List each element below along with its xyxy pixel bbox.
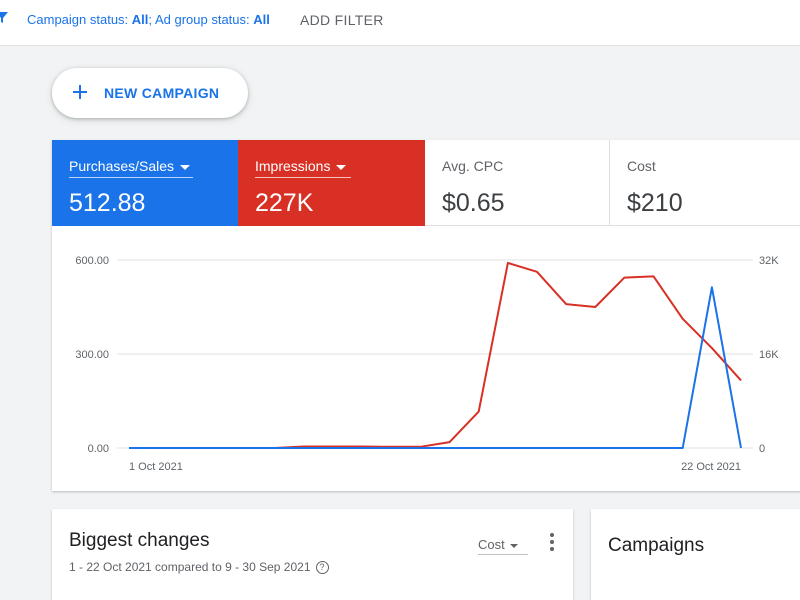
campaign-status-value: All	[131, 12, 149, 27]
filter-icon[interactable]	[0, 11, 8, 23]
scorecard-purchases-value: 512.88	[69, 189, 146, 217]
y-right-tick-label: 0	[759, 443, 765, 455]
campaigns-panel: Campaigns	[591, 509, 800, 600]
new-campaign-button[interactable]: NEW CAMPAIGN	[52, 68, 248, 118]
dropdown-caret-icon	[336, 164, 347, 170]
scorecard-impressions-metric-select[interactable]: Impressions	[255, 158, 347, 174]
scorecard-underline	[255, 177, 351, 178]
scorecard-impressions-value: 227K	[255, 189, 314, 217]
metric-select-value: Cost	[478, 537, 505, 552]
dropdown-caret-icon	[180, 164, 191, 170]
x-tick-label: 1 Oct 2021	[129, 461, 183, 473]
y-left-tick-label: 300.00	[75, 349, 109, 361]
new-campaign-label: NEW CAMPAIGN	[104, 85, 220, 101]
biggest-changes-subtitle: 1 - 22 Oct 2021 compared to 9 - 30 Sep 2…	[69, 560, 311, 574]
series-line-impressions	[129, 261, 742, 449]
more-vert-icon[interactable]	[547, 533, 557, 553]
scorecard-purchases-label: Purchases/Sales	[69, 158, 175, 174]
series-line-purchases	[129, 286, 742, 449]
scorecard-purchases-metric-select[interactable]: Purchases/Sales	[69, 158, 191, 174]
performance-card: Purchases/Sales 512.88 Impressions 227K …	[52, 140, 800, 491]
ad-group-status-label: Ad group status:	[154, 12, 250, 27]
add-filter-button[interactable]: ADD FILTER	[300, 12, 384, 28]
scorecard-cost-label: Cost	[627, 158, 656, 174]
x-tick-label: 22 Oct 2021	[681, 461, 741, 473]
metric-select[interactable]: Cost	[478, 537, 528, 555]
scorecard-avg-cpc-value: $0.65	[442, 189, 505, 217]
scorecard-avg-cpc-label: Avg. CPC	[442, 158, 504, 174]
status-filter-chip[interactable]: Campaign status: All; Ad group status: A…	[27, 12, 270, 27]
biggest-changes-date-range: 1 - 22 Oct 2021 compared to 9 - 30 Sep 2…	[69, 560, 329, 575]
help-icon[interactable]: ?	[315, 561, 329, 575]
y-right-tick-label: 32K	[759, 255, 779, 267]
campaign-status-label: Campaign status:	[27, 12, 129, 27]
scorecard-avg-cpc[interactable]: Avg. CPC $0.65	[425, 140, 610, 226]
ad-group-status-value: All	[253, 12, 270, 27]
biggest-changes-title: Biggest changes	[69, 530, 210, 551]
y-right-tick-label: 16K	[759, 349, 779, 361]
filter-separator: ;	[148, 12, 153, 27]
dropdown-caret-icon	[509, 543, 518, 548]
y-left-tick-label: 600.00	[75, 255, 109, 267]
plus-icon	[73, 85, 87, 99]
y-left-tick-label: 0.00	[88, 443, 109, 455]
campaigns-panel-title: Campaigns	[608, 535, 705, 556]
scorecard-cost[interactable]: Cost $210	[610, 140, 800, 226]
biggest-changes-panel: Biggest changes 1 - 22 Oct 2021 compared…	[52, 509, 573, 600]
scorecard-purchases[interactable]: Purchases/Sales 512.88	[52, 140, 238, 226]
scorecard-underline	[69, 177, 193, 178]
scorecard-cost-value: $210	[627, 189, 683, 217]
scorecard-impressions-label: Impressions	[255, 158, 331, 174]
filter-bar: Campaign status: All; Ad group status: A…	[0, 0, 800, 46]
performance-chart: 600.00 300.00 0.00 32K 16K 0 1 Oct 2021 22 Oct …	[75, 255, 779, 473]
scorecard-impressions[interactable]: Impressions 227K	[238, 140, 425, 226]
